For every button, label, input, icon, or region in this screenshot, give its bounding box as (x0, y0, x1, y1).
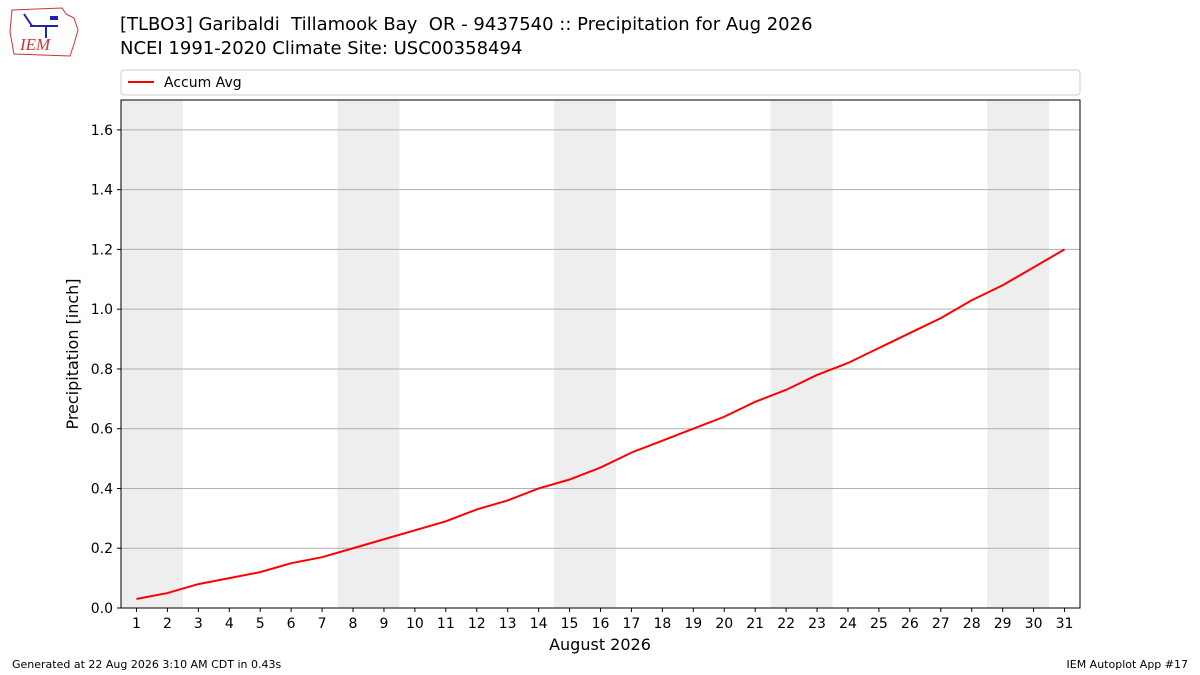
x-tick-label: 19 (684, 616, 702, 632)
x-tick-label: 14 (530, 616, 548, 632)
y-tick-label: 1.0 (91, 302, 113, 318)
x-tick-label: 30 (1025, 616, 1043, 632)
x-tick-label: 16 (592, 616, 610, 632)
x-tick-label: 5 (256, 616, 265, 632)
x-tick-label: 1 (132, 616, 141, 632)
x-tick-label: 31 (1056, 616, 1074, 632)
x-tick-label: 4 (225, 616, 234, 632)
x-tick-label: 29 (994, 616, 1012, 632)
legend-label: Accum Avg (164, 75, 242, 91)
x-tick-label: 7 (318, 616, 327, 632)
logo-text: IEM (19, 35, 51, 54)
chart-title: [TLBO3] Garibaldi Tillamook Bay OR - 943… (120, 14, 813, 35)
x-tick-label: 9 (379, 616, 388, 632)
plot-frame (120, 99, 1081, 609)
weekend-band (554, 100, 616, 608)
x-axis-label: August 2026 (549, 635, 651, 654)
x-tick-label: 26 (901, 616, 919, 632)
x-tick-label: 13 (499, 616, 517, 632)
y-tick-label: 1.4 (91, 183, 113, 199)
footer-right: IEM Autoplot App #17 (1067, 658, 1189, 671)
y-tick-label: 0.8 (91, 362, 113, 378)
x-tick-label: 18 (653, 616, 671, 632)
y-tick-label: 0.6 (91, 422, 113, 438)
x-tick-label: 6 (287, 616, 296, 632)
x-tick-label: 3 (194, 616, 203, 632)
chart-subtitle: NCEI 1991-2020 Climate Site: USC00358494 (120, 38, 522, 59)
x-tick-label: 11 (437, 616, 455, 632)
x-tick-label: 12 (468, 616, 486, 632)
x-tick-label: 8 (349, 616, 358, 632)
footer-left: Generated at 22 Aug 2026 3:10 AM CDT in … (12, 658, 281, 671)
logo: IEM (9, 7, 79, 57)
x-tick-label: 20 (715, 616, 733, 632)
x-tick-label: 10 (406, 616, 424, 632)
x-tick-label: 28 (963, 616, 981, 632)
x-tick-label: 15 (561, 616, 579, 632)
y-tick-label: 0.0 (91, 601, 113, 617)
weekend-band (337, 100, 400, 608)
y-axis-label: Precipitation [inch] (63, 278, 82, 429)
x-tick-label: 25 (870, 616, 888, 632)
x-tick-label: 27 (932, 616, 950, 632)
y-tick-label: 0.2 (91, 541, 113, 557)
y-tick-label: 0.4 (91, 481, 113, 497)
series-line (136, 248, 1066, 601)
x-tick-label: 2 (163, 616, 172, 632)
y-tick-label: 1.6 (91, 123, 113, 139)
legend (120, 69, 1081, 96)
x-tick-label: 17 (623, 616, 641, 632)
y-tick-label: 1.2 (91, 242, 113, 258)
x-tick-label: 24 (839, 616, 857, 632)
x-tick-label: 23 (808, 616, 826, 632)
x-tick-label: 21 (746, 616, 764, 632)
x-tick-label: 22 (777, 616, 795, 632)
weekend-band (987, 100, 1050, 608)
weekend-band (121, 100, 183, 608)
weekend-band (770, 100, 833, 608)
